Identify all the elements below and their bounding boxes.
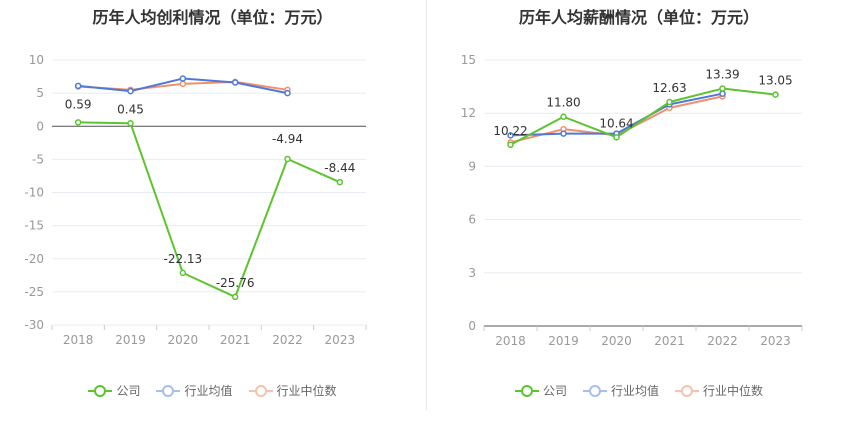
legend-item-company[interactable]: 公司 — [88, 382, 140, 399]
data-label: 10.64 — [599, 116, 633, 130]
legend-marker-icon — [582, 384, 607, 398]
chart-title: 历年人均薪酬情况（单位：万元） — [518, 8, 759, 27]
data-label: 13.39 — [705, 68, 739, 82]
x-tick-label: 2021 — [220, 333, 251, 347]
data-point — [666, 98, 673, 106]
legend-label: 公司 — [542, 384, 567, 398]
y-tick-label: -15 — [24, 219, 44, 233]
data-label: -25.76 — [216, 276, 255, 290]
legend-marker-icon — [514, 384, 539, 398]
salary-chart: 15 12 9 6 3 0 2018 2019 2020 2021 2022 2023 10.22 11.… — [461, 53, 803, 348]
data-point — [231, 79, 239, 86]
data-label: 10.22 — [493, 124, 527, 138]
data-point — [284, 89, 291, 97]
x-tick-label: 2023 — [760, 334, 791, 348]
legend-label: 行业均值 — [184, 384, 233, 398]
legend-item-industry-median[interactable]: 行业中位数 — [248, 382, 337, 399]
y-tick-label: 12 — [461, 106, 476, 120]
data-point — [719, 85, 726, 92]
legend-marker-icon — [156, 384, 181, 398]
chart-title: 历年人均创利情况（单位：万元） — [92, 8, 333, 27]
data-label: -8.44 — [324, 161, 355, 175]
chart-panel-profit: 历年人均创利情况（单位：万元） 10 5 0 -5 -10 -15 -20 -25 -30 201… — [0, 8, 425, 399]
legend: 公司 行业均值 行业中位数 — [428, 382, 850, 399]
profit-chart: 10 5 0 -5 -10 -15 -20 -25 -30 2018 2019 2020 2021 202… — [24, 53, 367, 347]
data-point — [507, 132, 514, 139]
chart-panel-salary: 历年人均薪酬情况（单位：万元） 15 12 9 6 3 0 2018 2019 2020 2021… — [428, 0, 850, 437]
x-tick-label: 2022 — [707, 334, 738, 348]
x-tick-label: 2020 — [601, 334, 632, 348]
data-point — [336, 178, 344, 186]
x-tick-label: 2019 — [115, 333, 146, 347]
data-point — [560, 113, 567, 120]
data-label: 12.63 — [652, 81, 686, 95]
legend-item-industry-median[interactable]: 行业中位数 — [675, 382, 763, 399]
legend-label: 公司 — [116, 384, 141, 398]
data-point — [127, 87, 134, 95]
legend-label: 行业中位数 — [703, 384, 764, 398]
y-tick-label: 6 — [468, 213, 476, 227]
legend-label: 行业均值 — [610, 384, 659, 398]
series-line-0 — [78, 121, 341, 298]
y-tick-label: 0 — [36, 119, 44, 133]
y-tick-label: -5 — [32, 152, 44, 166]
legend-marker-icon — [88, 384, 113, 398]
data-point — [179, 80, 187, 88]
data-point — [127, 120, 134, 127]
legend-marker-icon — [675, 384, 699, 398]
data-label: 11.80 — [546, 96, 580, 110]
x-tick-label: 2020 — [168, 333, 199, 347]
data-point — [231, 293, 239, 301]
data-point — [772, 91, 779, 98]
x-tick-label: 2018 — [63, 333, 94, 347]
x-tick-label: 2023 — [325, 333, 356, 347]
series-line-0 — [510, 87, 776, 146]
data-point — [284, 155, 291, 163]
x-tick-label: 2019 — [548, 334, 579, 348]
data-point — [74, 119, 82, 126]
y-tick-label: -30 — [24, 318, 44, 332]
legend-item-industry-avg[interactable]: 行业均值 — [156, 382, 233, 399]
x-tick-label: 2021 — [654, 334, 685, 348]
data-point — [719, 90, 726, 97]
legend-item-industry-avg[interactable]: 行业均值 — [582, 382, 659, 399]
panel-divider — [426, 0, 427, 410]
y-tick-label: -10 — [24, 186, 44, 200]
legend: 公司 行业均值 行业中位数 — [0, 382, 425, 399]
y-tick-label: 9 — [468, 159, 476, 173]
y-tick-label: 15 — [461, 53, 476, 67]
legend-item-company[interactable]: 公司 — [514, 382, 567, 399]
data-label: 0.59 — [65, 97, 92, 111]
data-point — [179, 75, 187, 82]
data-label: -22.13 — [163, 252, 202, 266]
data-point — [613, 134, 620, 141]
data-point — [74, 82, 82, 90]
y-tick-label: 3 — [468, 266, 476, 280]
data-label: -4.94 — [272, 132, 303, 146]
legend-marker-icon — [248, 384, 273, 398]
data-label: 13.05 — [758, 74, 792, 88]
y-tick-label: 10 — [29, 53, 44, 67]
x-tick-label: 2022 — [272, 333, 303, 347]
x-tick-label: 2018 — [495, 334, 526, 348]
data-point — [179, 269, 187, 277]
y-tick-label: -20 — [24, 252, 44, 266]
y-tick-label: -25 — [24, 285, 44, 299]
y-tick-label: 5 — [36, 86, 44, 100]
y-tick-label: 0 — [468, 319, 476, 333]
data-label: 0.45 — [117, 102, 144, 116]
data-point — [507, 141, 514, 149]
legend-label: 行业中位数 — [276, 384, 337, 398]
data-point — [560, 130, 567, 137]
